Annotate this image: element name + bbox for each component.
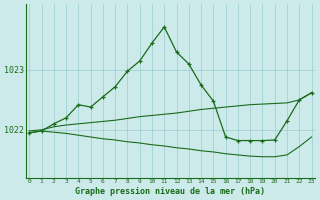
X-axis label: Graphe pression niveau de la mer (hPa): Graphe pression niveau de la mer (hPa) — [76, 187, 265, 196]
